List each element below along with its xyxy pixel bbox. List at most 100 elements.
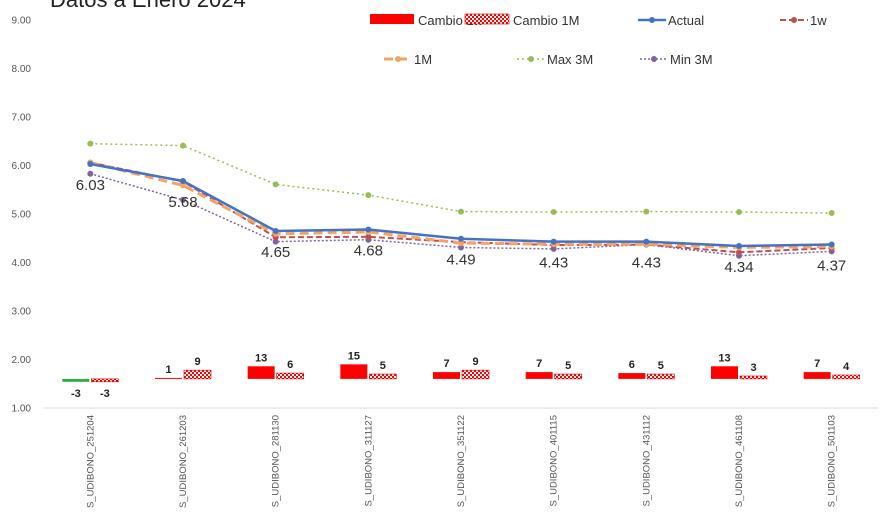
legend-marker [791,17,797,23]
bar-label-cambio-1m: -3 [100,388,110,400]
y-tick-label: 3.00 [12,307,32,318]
legend-label: Cambio 1M [513,13,579,28]
legend-label: Actual [668,13,704,28]
legend-label: 1w [810,13,827,28]
series-point-min-3m [272,238,279,245]
series-point-actual [180,178,186,185]
x-tick-label: S_UDIBONO_251204 [85,415,96,508]
legend-label: Max 3M [547,52,593,67]
bar-label-cambio-1w: 13 [255,352,267,364]
bar-label-cambio-1m: 5 [380,360,386,372]
bar-label-cambio-1m: 3 [750,362,756,374]
x-axis: S_UDIBONO_251204 S_UDIBONO_261203 S_UDIBON… [44,407,878,508]
x-tick-label: S_UDIBONO_351122 [456,415,467,507]
bar-label-cambio-1w: 6 [629,359,635,371]
bar-cambio-1m [739,375,768,380]
data-label-actual: 4.65 [261,244,290,261]
legend-item: Min 3M [640,52,713,67]
x-tick-label: S_UDIBONO_431112 [641,415,652,507]
x-tick-label: S_UDIBONO_261203 [178,415,189,508]
series-point-max-3m [550,209,557,216]
series-point-actual [550,238,557,245]
legend-item: Cambio 1M [464,13,579,28]
series-point-1w [736,249,742,256]
series-point-min-3m [87,170,94,177]
data-label-actual: 4.37 [817,258,846,275]
y-tick-label: 5.00 [12,210,32,221]
chart-title: Datos a Enero 2024 [50,0,246,12]
series-point-1m [180,182,186,189]
legend-label: Min 3M [670,52,713,67]
bar-cambio-1w [711,366,738,379]
y-tick-label: 1.00 [12,404,32,415]
bar-cambio-1w [62,378,90,382]
y-axis: 1.00 2.00 3.00 4.00 5.00 6.00 7.00 8.00 9.00 [12,16,32,415]
bar-cambio-1m [461,369,490,380]
series-point-1m [458,240,464,247]
series-point-max-3m [736,209,742,216]
x-tick-label: S_UDIBONO_501103 [827,415,838,507]
bar-label-cambio-1m: 9 [194,356,200,368]
legend-marker [651,56,657,62]
bar-label-cambio-1w: 7 [814,358,820,370]
data-label-layer: -3 1 13 15 7 7 6 13 7 -3 9 6 5 9 5 5 3 4 6.03 5.68 4.65 4.68 4… [71,177,850,400]
bar-cambio-1w [433,372,460,379]
bar-cambio-1m [832,374,860,380]
x-tick-label: S_UDIBONO_461108 [734,415,745,507]
data-label-actual: 4.43 [539,255,568,272]
y-tick-label: 2.00 [12,355,32,366]
series-point-actual [365,226,372,233]
series-point-actual [87,161,94,168]
series-point-max-3m [272,181,279,188]
bar-cambio-1w [340,364,368,379]
data-label-actual: 4.68 [354,243,383,260]
legend-marker [395,56,401,62]
bar-label-cambio-1w: 7 [443,358,449,370]
series-point-min-3m [180,196,186,203]
series-point-actual [458,235,464,242]
series-point-actual [828,241,835,248]
series-point-max-3m [180,142,186,149]
bar-label-cambio-1w: -3 [71,388,81,400]
series-point-actual [272,227,279,234]
series-point-actual [643,238,650,245]
y-tick-label: 4.00 [12,258,32,269]
data-label-actual: 6.03 [76,177,105,194]
bar-label-cambio-1m: 4 [843,361,850,373]
bar-cambio-1w [247,366,275,379]
series-point-max-3m [458,208,464,215]
bar-cambio-1w [618,373,646,379]
bar-layer [62,364,860,383]
series-point-1w [365,233,372,240]
bar-label-cambio-1w: 1 [165,364,171,376]
bar-cambio-1m [91,378,119,383]
line-layer [87,140,835,259]
legend-item: Actual [638,13,704,28]
series-point-max-3m [643,208,650,215]
bar-cambio-1m [554,373,582,380]
legend-label: 1M [414,52,432,67]
series-point-max-3m [828,210,835,217]
legend-marker [528,56,534,62]
series-line-actual [90,162,832,248]
legend-item: Max 3M [517,52,593,67]
bar-label-cambio-1m: 6 [287,359,293,371]
legend-marker [649,17,655,23]
series-point-max-3m [365,192,372,199]
y-tick-label: 8.00 [12,64,32,75]
legend-swatch [370,14,414,24]
bar-cambio-1w [803,372,831,379]
series-point-max-3m [87,140,94,147]
x-tick-label: S_UDIBONO_281130 [271,415,282,507]
bar-label-cambio-1m: 9 [472,356,478,368]
x-tick-label: S_UDIBONO_401115 [549,415,560,507]
bar-cambio-1m [183,369,212,380]
data-label-actual: 4.43 [632,255,661,272]
data-label-actual: 5.68 [168,194,197,211]
series-line-max-3m [90,142,832,214]
data-label-actual: 4.34 [724,259,753,276]
data-label-actual: 4.49 [446,252,475,269]
series-point-min-3m [458,244,464,251]
